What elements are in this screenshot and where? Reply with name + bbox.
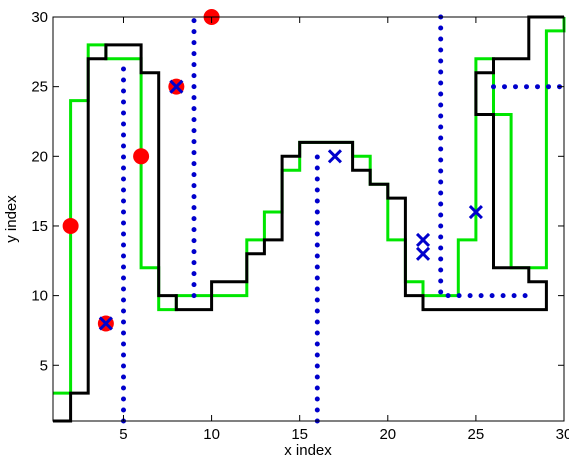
circle-marker <box>62 217 79 234</box>
cross-marker <box>468 204 483 220</box>
plot-frame <box>52 16 565 422</box>
cross-marker <box>415 246 431 261</box>
cross-marker <box>327 149 342 164</box>
cross-marker <box>415 232 431 247</box>
x-axis-label: x index <box>284 442 332 458</box>
y-tick-label: 30 <box>31 9 48 26</box>
series-layer <box>53 14 567 424</box>
y-tick-label: 20 <box>31 148 48 165</box>
y-tick-label: 10 <box>31 288 48 305</box>
step-line-black_step <box>53 15 564 423</box>
x-tick-label: 10 <box>203 426 220 443</box>
y-tick-label: 5 <box>40 357 48 374</box>
y-axis-label: y index <box>3 195 20 243</box>
y-tick-label: 15 <box>31 218 48 235</box>
x-tick-label: 25 <box>468 426 485 443</box>
y-tick-label: 25 <box>31 79 48 96</box>
circle-marker <box>133 148 150 165</box>
plot-background <box>53 17 564 421</box>
x-tick-label: 5 <box>119 426 127 443</box>
x-tick-label: 30 <box>556 426 569 443</box>
cross-marker <box>98 316 113 331</box>
x-tick-label: 15 <box>291 426 308 443</box>
cross-marker <box>169 79 184 94</box>
tick-layer: 5 10 15 20 25 30 5 10 15 20 25 30 <box>31 9 569 443</box>
x-tick-label: 20 <box>379 426 396 443</box>
